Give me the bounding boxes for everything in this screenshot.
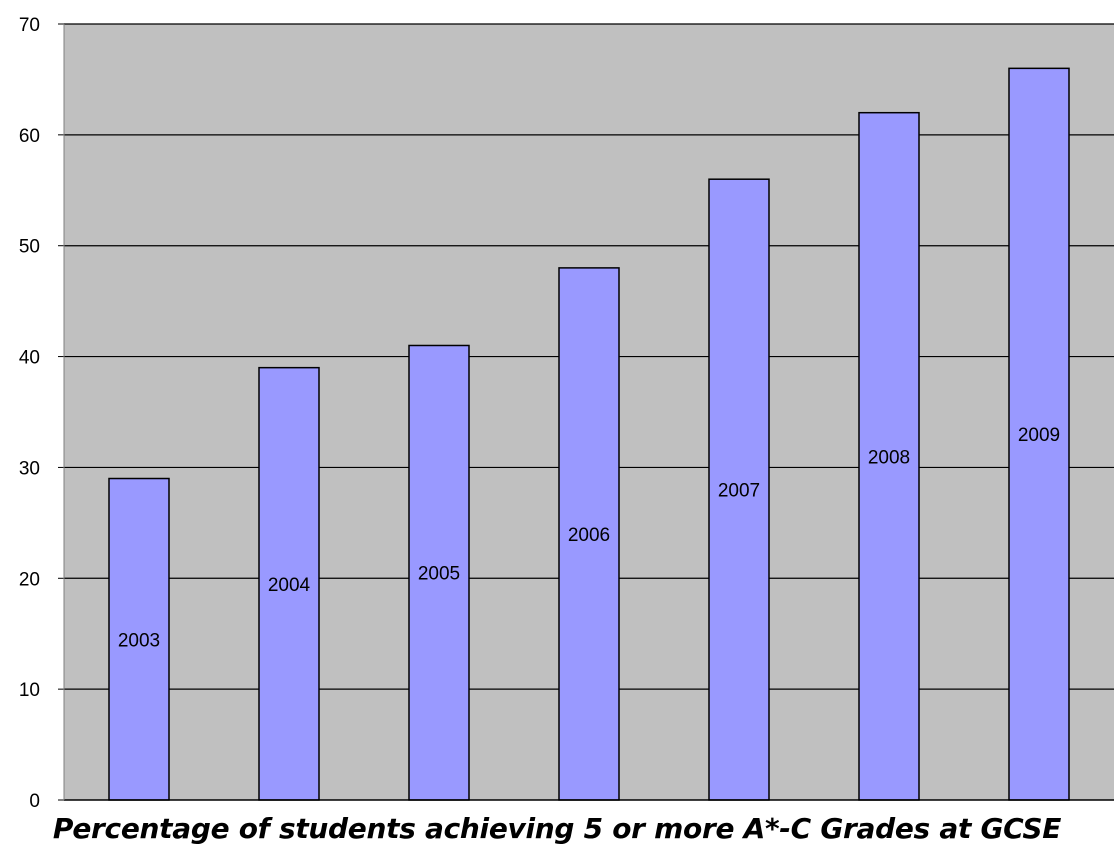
bar-2007 [708, 178, 770, 801]
bar-2008 [858, 111, 920, 801]
bar-labels: 2003 2004 2005 2006 2007 2008 2009 [118, 425, 1060, 651]
bar-label-2008: 2008 [868, 447, 910, 468]
bar-label-2005: 2005 [418, 564, 460, 585]
y-tick-label: 0 [29, 791, 40, 810]
bar-2009 [1008, 67, 1070, 801]
bar-label-2007: 2007 [718, 481, 760, 502]
y-tick-label: 60 [19, 126, 40, 147]
y-tick-label: 10 [19, 680, 40, 701]
bar-label-2004: 2004 [268, 575, 311, 596]
bar-2006 [558, 267, 620, 801]
y-tick-label: 30 [19, 458, 40, 479]
bar-2005 [408, 344, 470, 801]
bar-chart: 0 10 20 30 40 50 60 70 2003 2004 2005 2006 2007 2008… [19, 15, 1114, 810]
y-tick-label: 70 [19, 15, 40, 36]
y-axis-ticks: 0 10 20 30 40 50 60 70 [19, 15, 64, 810]
bar-2003 [108, 477, 170, 801]
y-tick-label: 40 [19, 348, 40, 369]
bar-label-2003: 2003 [118, 630, 160, 651]
bar-2004 [258, 366, 320, 801]
bar-label-2006: 2006 [568, 525, 610, 546]
bars [108, 67, 1070, 801]
bar-label-2009: 2009 [1018, 425, 1060, 446]
y-tick-label: 20 [19, 569, 40, 590]
chart-caption: Percentage of students achieving 5 or mo… [52, 812, 1062, 845]
y-tick-label: 50 [19, 237, 40, 258]
